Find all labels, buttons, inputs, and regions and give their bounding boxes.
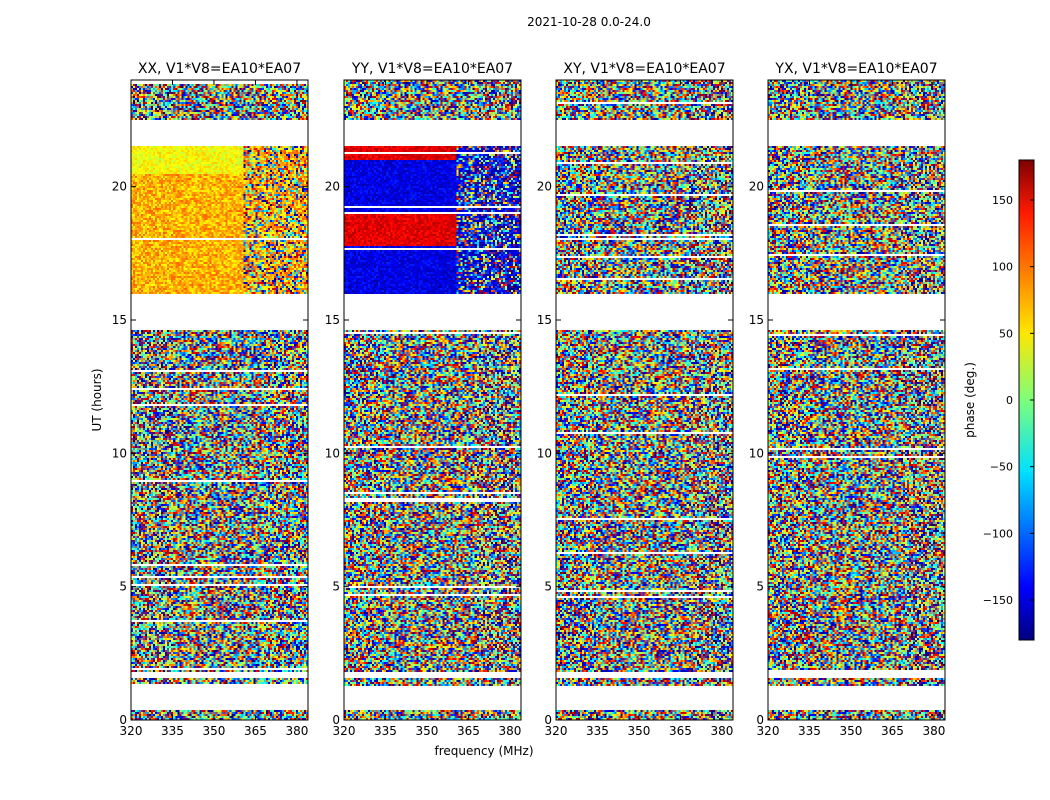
colorbar-tick-label: −100: [983, 527, 1013, 540]
panel-noise-3: YX, V1*V8=EA10*EA07 320 335 350 365 380 0 5 10 15…: [749, 61, 946, 738]
colorbar-tick-label: −150: [983, 594, 1013, 607]
figure-suptitle: 2021-10-28 0.0-24.0: [527, 15, 651, 29]
x-tick-label: 350: [840, 724, 863, 738]
y-tick-label: 20: [749, 180, 764, 194]
y-tick-label: 10: [537, 446, 552, 460]
colorbar-ticks: 150 100 50 0 −50 −100 −150: [983, 194, 1034, 607]
x-tick-label: 335: [161, 724, 184, 738]
y-tick-label: 10: [112, 446, 127, 460]
phase-heatmap-yy-1: [344, 80, 521, 720]
phase-heatmap-noise-2: [556, 80, 733, 720]
y-tick-label: 15: [749, 313, 764, 327]
x-tick-label: 320: [120, 724, 143, 738]
panel-title: YX, V1*V8=EA10*EA07: [774, 61, 937, 77]
panels: XX, V1*V8=EA10*EA07 320 335 350 365 380 0 5 10 15…: [112, 61, 946, 738]
panel-frame: [555, 79, 734, 721]
phase-heatmap-noise-3: [768, 80, 945, 720]
x-tick-label: 380: [285, 724, 308, 738]
y-tick-label: 0: [332, 713, 340, 727]
panel-xx-0: XX, V1*V8=EA10*EA07 320 335 350 365 380 0 5 10 15…: [112, 61, 309, 738]
y-tick-label: 5: [119, 580, 127, 594]
x-tick-label: 365: [881, 724, 904, 738]
x-tick-label: 380: [922, 724, 945, 738]
colorbar-tick-label: 100: [992, 261, 1013, 274]
x-tick-label: 350: [416, 724, 439, 738]
colorbar-label: phase (deg.): [963, 362, 977, 438]
x-tick-label: 365: [669, 724, 692, 738]
x-tick-label: 365: [457, 724, 480, 738]
x-tick-label: 350: [628, 724, 651, 738]
panel-frame: [130, 79, 309, 721]
panel-title: YY, V1*V8=EA10*EA07: [351, 61, 513, 77]
colorbar-tick-label: −50: [990, 461, 1013, 474]
x-tick-label: 380: [710, 724, 733, 738]
y-tick-label: 0: [119, 713, 127, 727]
x-tick-label: 320: [757, 724, 780, 738]
y-tick-label: 20: [537, 180, 552, 194]
y-tick-label: 5: [756, 580, 764, 594]
y-tick-label: 20: [112, 180, 127, 194]
y-tick-label: 5: [332, 580, 340, 594]
y-tick-label: 0: [756, 713, 764, 727]
colorbar-tick-label: 0: [1006, 394, 1013, 407]
x-tick-label: 380: [498, 724, 521, 738]
panel-noise-2: XY, V1*V8=EA10*EA07 320 335 350 365 380 0 5 10 15…: [537, 61, 734, 738]
panel-frame: [343, 79, 522, 721]
y-tick-label: 0: [544, 713, 552, 727]
panel-frame: [767, 79, 946, 721]
x-tick-label: 335: [586, 724, 609, 738]
phase-heatmap-xx-0: [131, 80, 308, 720]
y-tick-label: 10: [325, 446, 340, 460]
x-axis-label: frequency (MHz): [434, 744, 533, 758]
x-tick-label: 350: [203, 724, 226, 738]
panel-yy-1: YY, V1*V8=EA10*EA07 320 335 350 365 380 0 5 10 15…: [325, 61, 522, 738]
panel-title: XX, V1*V8=EA10*EA07: [138, 61, 301, 77]
y-tick-label: 5: [544, 580, 552, 594]
x-tick-label: 365: [244, 724, 267, 738]
x-tick-label: 320: [333, 724, 356, 738]
y-tick-label: 15: [325, 313, 340, 327]
y-tick-label: 15: [112, 313, 127, 327]
y-tick-label: 15: [537, 313, 552, 327]
y-tick-label: 20: [325, 180, 340, 194]
x-tick-label: 335: [798, 724, 821, 738]
x-tick-label: 320: [545, 724, 568, 738]
colorbar-tick-label: 50: [999, 327, 1013, 340]
y-axis-label: UT (hours): [90, 368, 104, 431]
colorbar: 150 100 50 0 −50 −100 −150 phase (deg.): [963, 159, 1035, 641]
y-tick-label: 10: [749, 446, 764, 460]
x-tick-label: 335: [374, 724, 397, 738]
panel-title: XY, V1*V8=EA10*EA07: [563, 61, 725, 77]
colorbar-tick-label: 150: [992, 194, 1013, 207]
